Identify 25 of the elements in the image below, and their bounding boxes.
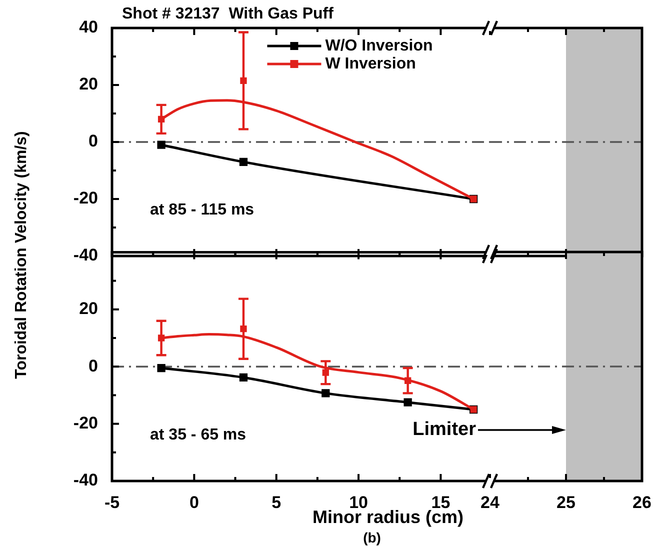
- legend-label: W Inversion: [325, 55, 416, 72]
- x-tick-label: 26: [632, 492, 652, 512]
- x-tick-label: 15: [431, 492, 450, 512]
- y-tick-label: -40: [73, 470, 98, 490]
- legend-label: W/O Inversion: [325, 37, 433, 54]
- text: (b): [363, 529, 381, 546]
- annotation: at 85 - 115 ms: [150, 201, 254, 218]
- y-axis-title: Toroidal Rotation Velocity (km/s): [13, 131, 31, 379]
- y-tick-label: 0: [88, 132, 98, 151]
- x-tick-label: 10: [349, 492, 368, 512]
- y-tick-label: -20: [73, 188, 98, 208]
- y-tick-label: -20: [73, 413, 98, 432]
- x-tick-label: 24: [480, 492, 500, 512]
- annotation: Limiter: [412, 419, 477, 440]
- y-tick-label: 20: [79, 299, 98, 318]
- x-tick-label: 25: [556, 492, 576, 512]
- y-tick-label: 0: [88, 356, 98, 376]
- annotation: at 35 - 65 ms: [150, 426, 246, 444]
- y-tick-label: 40: [79, 18, 98, 37]
- chart-title: Shot # 32137 With Gas Puff: [122, 5, 334, 22]
- y-tick-label: -40: [73, 246, 98, 265]
- y-tick-label: 20: [79, 74, 98, 94]
- x-tick-label: -5: [104, 492, 120, 512]
- x-tick-label: 5: [272, 492, 282, 512]
- x-tick-label: 0: [189, 492, 199, 512]
